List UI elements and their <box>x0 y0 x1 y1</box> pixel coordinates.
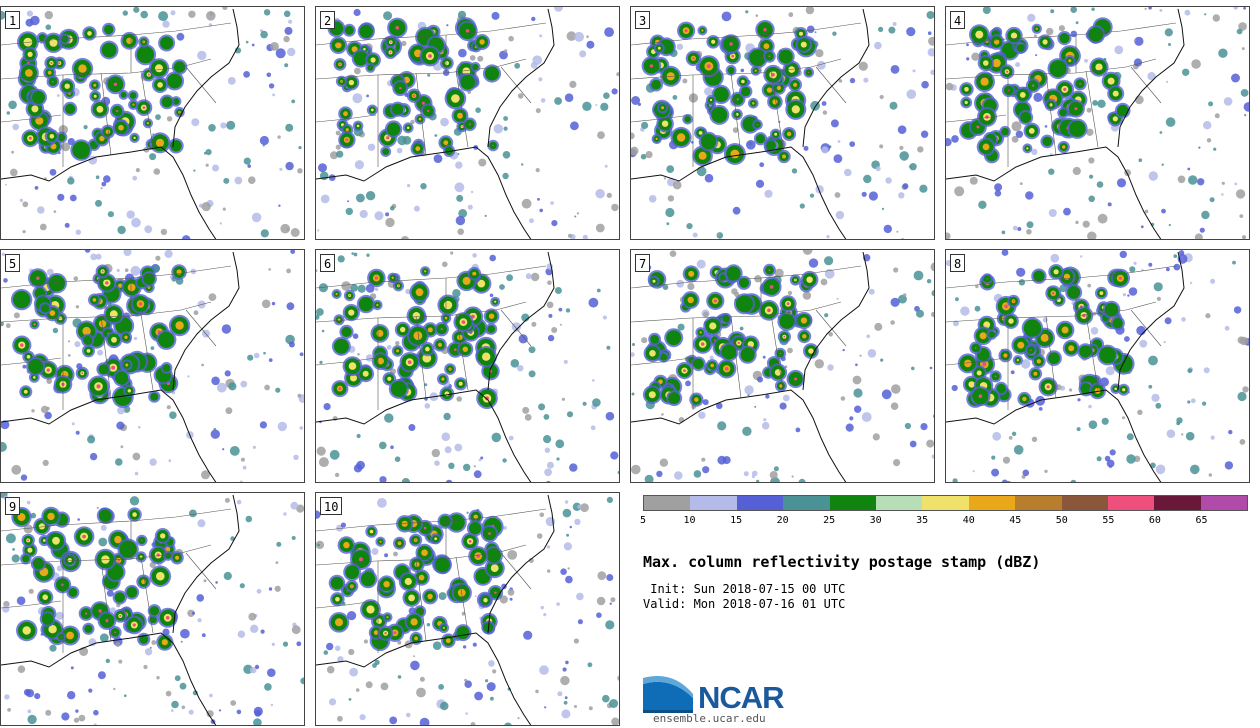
map-panel-9: 9 <box>0 492 305 726</box>
map-panel-4: 4 <box>945 6 1250 240</box>
colorbar-segment <box>1107 496 1155 510</box>
panel-number: 7 <box>635 254 651 272</box>
reflectivity-map <box>1 493 304 725</box>
panel-number: 9 <box>5 497 21 515</box>
colorbar-tick-label: 20 <box>776 515 789 526</box>
colorbar-tick-label: 55 <box>1102 515 1115 526</box>
colorbar-tick-label: 65 <box>1195 515 1208 526</box>
reflectivity-map <box>316 494 619 725</box>
plot-title: Max. column reflectivity postage stamp (… <box>643 553 1041 571</box>
colorbar-segment <box>644 496 691 510</box>
colorbar-segment <box>783 496 830 510</box>
colorbar-tick-label: 10 <box>683 515 696 526</box>
reflectivity-map <box>1 250 304 482</box>
colorbar-segment <box>922 496 969 510</box>
panel-number: 10 <box>320 497 343 515</box>
colorbar-tick-label: 45 <box>1009 515 1022 526</box>
panel-number: 8 <box>950 254 966 272</box>
reflectivity-map <box>316 251 619 482</box>
reflectivity-map <box>1 7 303 239</box>
colorbar-segment <box>1061 496 1108 510</box>
map-panel-2: 2 <box>315 6 620 240</box>
colorbar-tick-label: 15 <box>730 515 743 526</box>
panel-number: 2 <box>320 11 336 29</box>
reflectivity-map <box>631 7 934 239</box>
panel-number: 5 <box>5 254 21 272</box>
panel-number: 1 <box>5 11 21 29</box>
map-panel-10: 10 <box>315 492 620 726</box>
map-panel-1: 1 <box>0 6 305 240</box>
colorbar-segment <box>829 496 876 510</box>
panel-number: 3 <box>635 11 651 29</box>
colorbar-tick-label: 30 <box>869 515 882 526</box>
colorbar-segment <box>1154 496 1201 510</box>
colorbar-segment <box>1015 496 1062 510</box>
map-panel-7: 7 <box>630 249 935 483</box>
reflectivity-map <box>946 7 1249 239</box>
colorbar-tick-label: 5 <box>639 515 647 526</box>
colorbar-tick-label: 60 <box>1148 515 1161 526</box>
colorbar-segment <box>968 496 1016 510</box>
colorbar-tick-label: 50 <box>1055 515 1068 526</box>
ncar-logo-icon <box>643 676 693 713</box>
colorbar-ticks: 5 10 15 20 25 30 35 40 45 50 55 60 65 <box>639 515 1248 529</box>
ncar-wordmark: NCAR <box>698 680 785 715</box>
colorbar-tick-label: 35 <box>916 515 929 526</box>
map-panel-8: 8 <box>945 249 1250 483</box>
reflectivity-colorbar <box>643 495 1248 511</box>
ensemble-url: ensemble.ucar.edu <box>653 712 766 725</box>
reflectivity-map <box>631 250 934 482</box>
colorbar-segment <box>875 496 923 510</box>
reflectivity-map <box>946 250 1249 482</box>
map-panel-3: 3 <box>630 6 935 240</box>
panel-number: 4 <box>950 11 966 29</box>
colorbar-tick-label: 25 <box>823 515 836 526</box>
panel-number: 6 <box>320 254 336 272</box>
colorbar-tick-label: 40 <box>962 515 975 526</box>
valid-time: Valid: Mon 2018-07-16 01 UTC <box>643 597 846 611</box>
map-panel-5: 5 <box>0 249 305 483</box>
reflectivity-map <box>316 7 619 239</box>
init-time: Init: Sun 2018-07-15 00 UTC <box>643 582 846 596</box>
colorbar-segment <box>1200 496 1248 510</box>
map-panel-6: 6 <box>315 249 620 483</box>
colorbar-segment <box>736 496 784 510</box>
colorbar-segment <box>690 496 737 510</box>
